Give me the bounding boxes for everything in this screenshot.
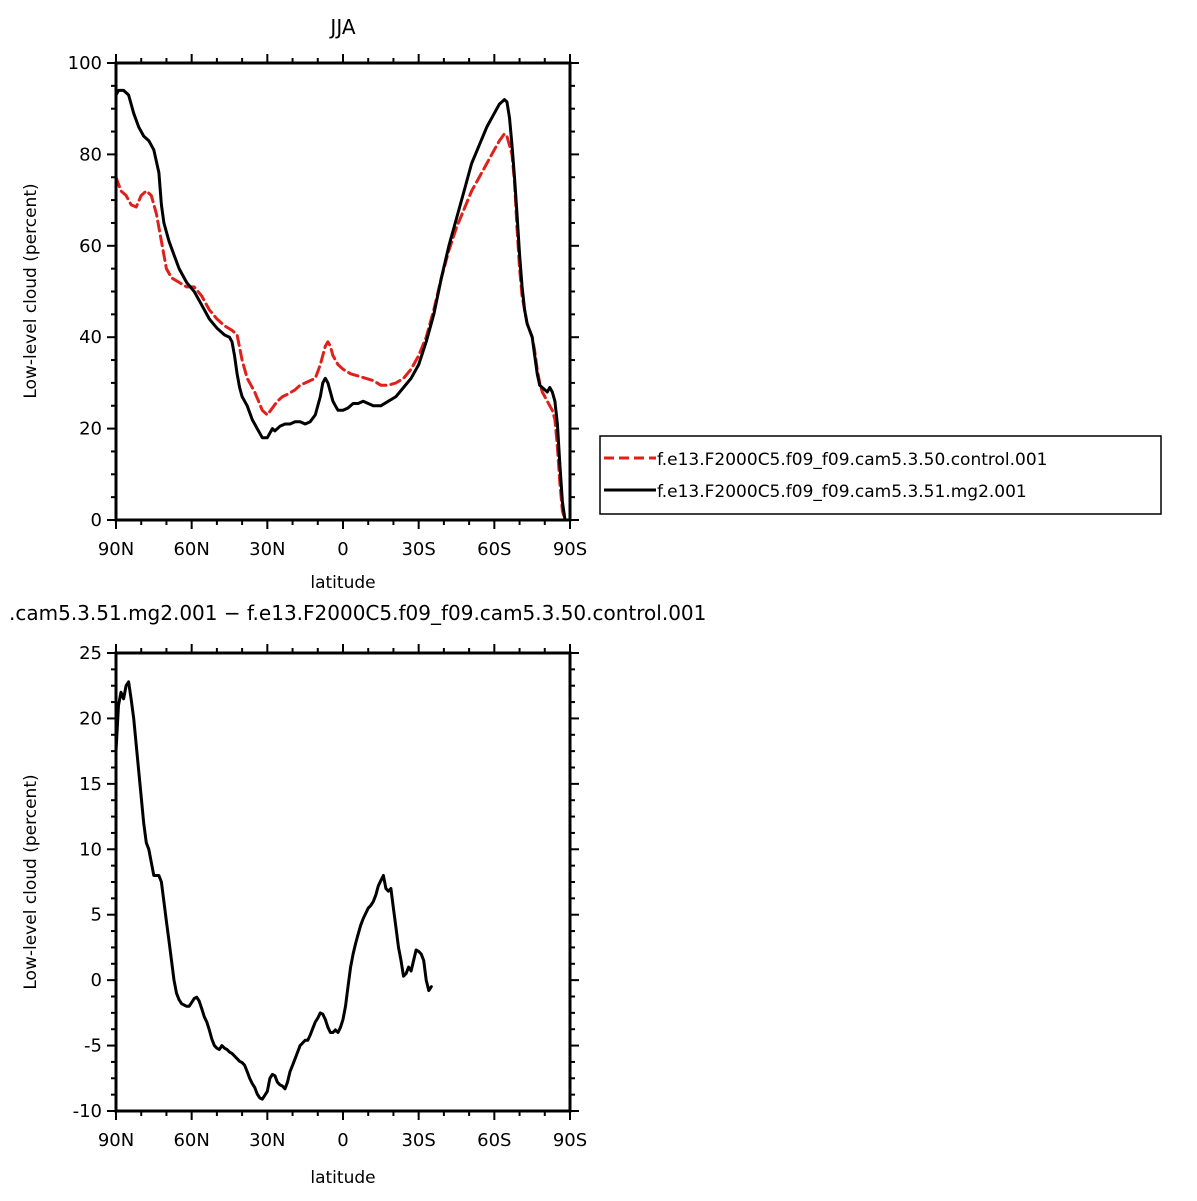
top-y-tick-label: 80 xyxy=(79,144,102,165)
bottom-y-tick-label: -10 xyxy=(73,1101,102,1122)
top-x-tick-label: 30N xyxy=(249,539,285,560)
bottom-plot-frame xyxy=(114,651,572,1113)
bottom-y-tick-label: 25 xyxy=(79,643,102,664)
bottom-x-tick-label: 30S xyxy=(401,1130,435,1151)
bottom-x-tick-label: 30N xyxy=(249,1130,285,1151)
top-series-line-1 xyxy=(114,88,567,522)
legend: f.e13.F2000C5.f09_f09.cam5.3.50.control.… xyxy=(599,435,1162,515)
bottom-chart-title: .cam5.3.51.mg2.001 − f.e13.F2000C5.f09_f… xyxy=(9,601,706,625)
legend-label-control: f.e13.F2000C5.f09_f09.cam5.3.50.control.… xyxy=(657,450,1048,470)
bottom-ticks-layer: 90N 60N 30N 0 30S 60S 90S -10 -5 0 5 10 15 20 25 xyxy=(73,643,588,1151)
top-x-tick-label: 90S xyxy=(553,539,587,560)
bottom-y-tick-label: 15 xyxy=(79,774,102,795)
bottom-y-tick-label: 10 xyxy=(79,839,102,860)
top-series-layer xyxy=(114,88,567,522)
bottom-x-tick-label: 90S xyxy=(553,1130,587,1151)
bottom-x-axis-label: latitude xyxy=(310,1168,375,1188)
bottom-series-line-0 xyxy=(114,680,433,1101)
bottom-y-tick-label: -5 xyxy=(84,1036,102,1057)
bottom-x-tick-label: 60N xyxy=(173,1130,209,1151)
top-x-tick-label: 0 xyxy=(337,539,348,560)
top-y-tick-label: 40 xyxy=(79,327,102,348)
bottom-y-tick-label: 0 xyxy=(91,970,102,991)
legend-box xyxy=(599,435,1162,515)
top-x-axis-label: latitude xyxy=(310,573,375,593)
bottom-x-tick-label: 0 xyxy=(337,1130,348,1151)
top-ticks-layer: 90N 60N 30N 0 30S 60S 90S 0 20 40 60 80 100 xyxy=(68,53,588,560)
bottom-y-axis-label: Low-level cloud (percent) xyxy=(21,774,41,989)
bottom-panel: .cam5.3.51.mg2.001 − f.e13.F2000C5.f09_f… xyxy=(9,601,706,1188)
bottom-series-layer xyxy=(114,680,433,1101)
top-x-tick-label: 90N xyxy=(98,539,134,560)
top-x-tick-label: 30S xyxy=(401,539,435,560)
bottom-y-tick-label: 5 xyxy=(91,905,102,926)
top-y-tick-label: 100 xyxy=(68,53,102,74)
top-y-tick-label: 20 xyxy=(79,419,102,440)
top-chart-title: JJA xyxy=(328,15,355,39)
top-plot-frame xyxy=(114,61,572,522)
top-y-axis-label: Low-level cloud (percent) xyxy=(21,183,41,398)
bottom-x-tick-label: 60S xyxy=(477,1130,511,1151)
top-panel: JJA 90N 60N 30N 0 30S 60S 90S 0 20 40 60 80 100 lati… xyxy=(21,15,1162,593)
top-series-line-0 xyxy=(114,132,567,522)
top-x-tick-label: 60N xyxy=(173,539,209,560)
legend-label-mg2: f.e13.F2000C5.f09_f09.cam5.3.51.mg2.001 xyxy=(657,482,1027,502)
top-y-tick-label: 60 xyxy=(79,236,102,257)
top-y-tick-label: 0 xyxy=(91,510,102,531)
top-x-tick-label: 60S xyxy=(477,539,511,560)
bottom-y-tick-label: 20 xyxy=(79,708,102,729)
bottom-x-tick-label: 90N xyxy=(98,1130,134,1151)
